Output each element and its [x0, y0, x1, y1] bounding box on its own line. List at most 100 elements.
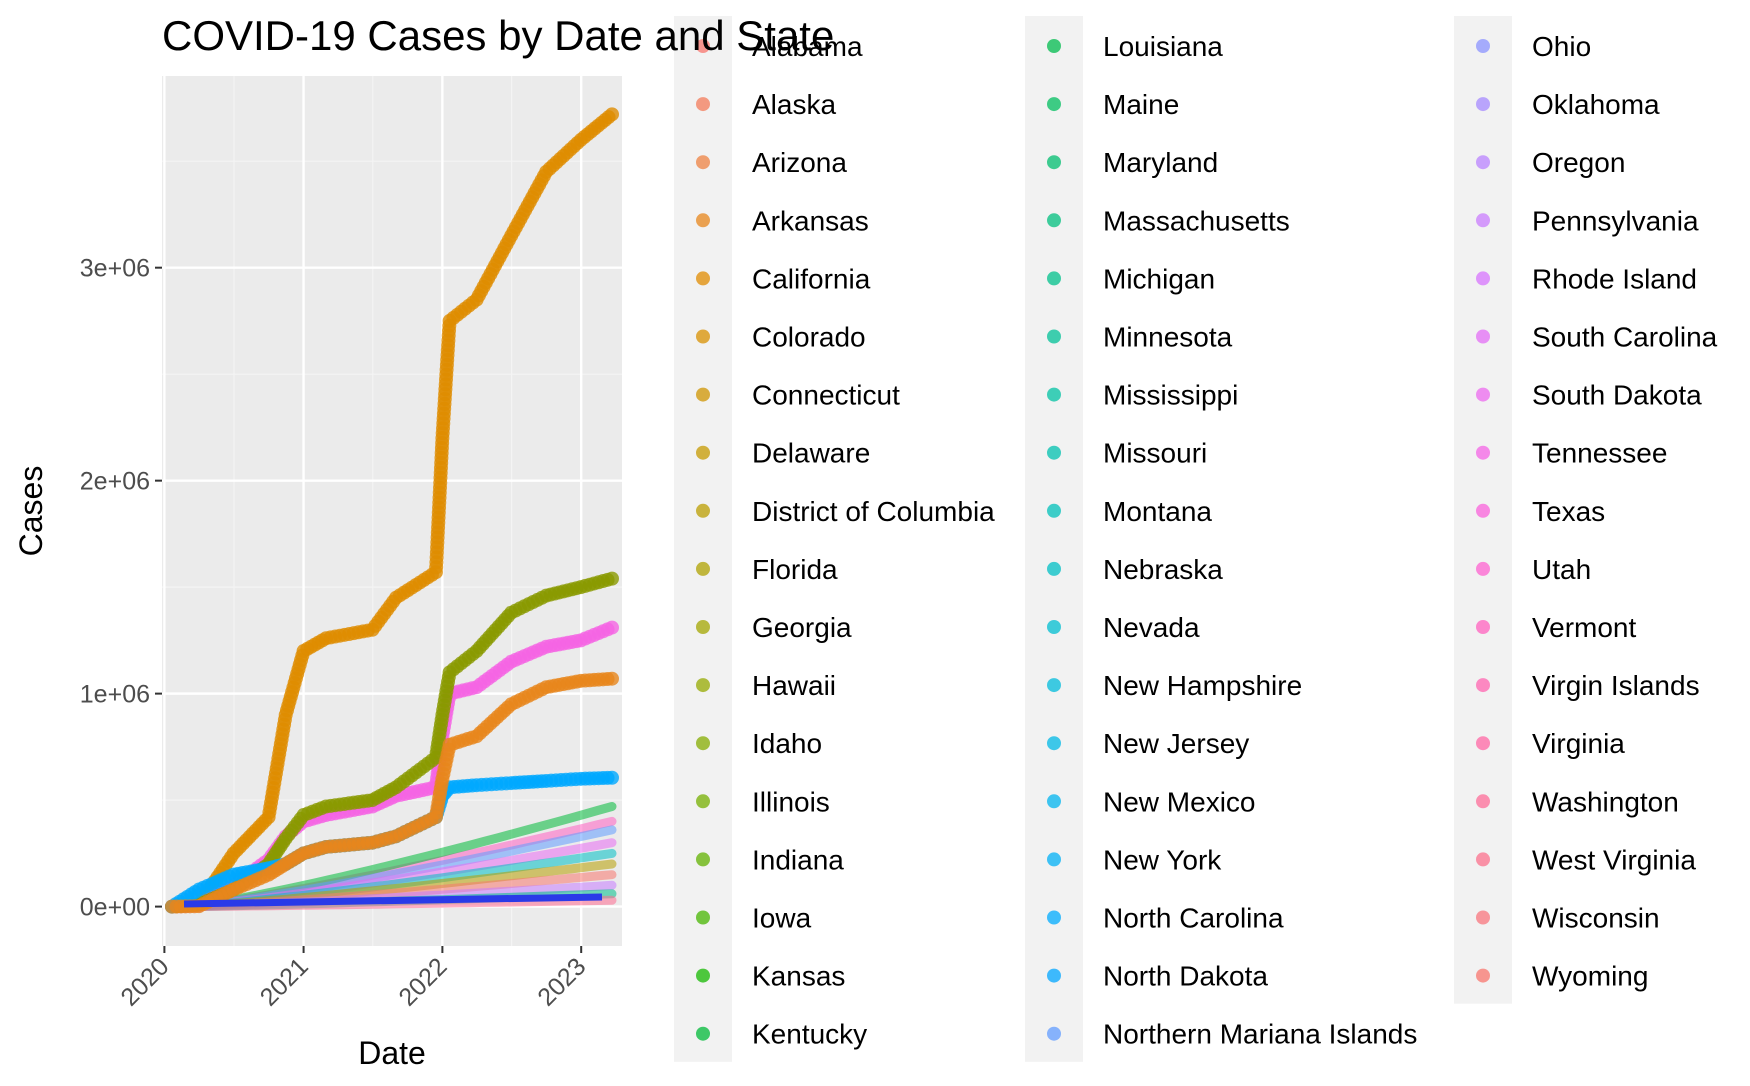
legend-label: Mississippi: [1103, 380, 1238, 411]
trend-line: [183, 893, 603, 908]
legend-key: [696, 39, 710, 53]
legend-key: [696, 329, 710, 344]
legend-label: Rhode Island: [1532, 263, 1697, 294]
legend-key: [1047, 794, 1061, 809]
chart-title: COVID-19 Cases by Date and State: [162, 12, 834, 59]
legend-key: [696, 445, 710, 460]
legend-label: Louisiana: [1103, 31, 1223, 62]
legend-key: [1047, 910, 1061, 925]
legend-key: [1047, 1026, 1061, 1041]
legend-key: [1047, 445, 1061, 460]
legend-label: Nebraska: [1103, 554, 1223, 585]
legend-label: Michigan: [1103, 263, 1215, 294]
legend-label: Kansas: [752, 961, 845, 992]
legend-label: Kentucky: [752, 1019, 867, 1050]
legend-label: New Hampshire: [1103, 670, 1302, 701]
legend-key: [1047, 155, 1061, 170]
legend-label: Delaware: [752, 438, 870, 469]
x-tick-label: 2021: [255, 952, 314, 1011]
legend-key: [696, 387, 710, 402]
legend-label: District of Columbia: [752, 496, 995, 527]
legend-label: New York: [1103, 844, 1222, 875]
legend-label: Nevada: [1103, 612, 1200, 643]
legend-label: Oregon: [1532, 147, 1625, 178]
legend-key: [1047, 329, 1061, 344]
legend-key: [696, 561, 710, 576]
legend-key: [1047, 503, 1061, 518]
legend-label: Vermont: [1532, 612, 1636, 643]
legend-key: [1476, 329, 1490, 344]
legend-key: [696, 852, 710, 867]
legend-key: [696, 97, 710, 112]
legend-label: Arkansas: [752, 205, 869, 236]
legend-label: Idaho: [752, 728, 822, 759]
legend-key: [696, 503, 710, 518]
legend-label: Arizona: [752, 147, 847, 178]
legend-key: [1476, 155, 1490, 170]
legend-key: [1047, 561, 1061, 576]
legend-key: [1047, 39, 1061, 53]
legend-key: [696, 678, 710, 693]
y-tick-label: 2e+06: [80, 468, 150, 496]
series-california: [165, 107, 619, 914]
y-tick-label: 0e+00: [80, 894, 150, 922]
data-point: [605, 620, 619, 635]
legend-label: Pennsylvania: [1532, 205, 1699, 236]
legend-label: Virginia: [1532, 728, 1625, 759]
legend-label: New Jersey: [1103, 728, 1249, 759]
legend-key: [696, 620, 710, 634]
legend-label: Washington: [1532, 786, 1679, 817]
legend-key: [1047, 678, 1061, 693]
legend-label: West Virginia: [1532, 844, 1696, 875]
legend-label: South Carolina: [1532, 322, 1718, 353]
legend-label: Alabama: [752, 31, 863, 62]
data-point: [605, 671, 619, 686]
legend-key: [1476, 503, 1490, 518]
legend-label: Virgin Islands: [1532, 670, 1700, 701]
legend-key: [1476, 387, 1490, 402]
legend-label: Missouri: [1103, 438, 1207, 469]
x-tick-label: 2022: [393, 952, 452, 1011]
legend-label: Massachusetts: [1103, 205, 1290, 236]
legend-key: [1047, 213, 1061, 228]
legend-label: North Carolina: [1103, 903, 1284, 934]
legend-key: [1476, 910, 1490, 925]
legend-label: Tennessee: [1532, 438, 1667, 469]
legend-key: [1476, 736, 1490, 751]
legend-key: [696, 968, 710, 983]
legend-label: Georgia: [752, 612, 852, 643]
legend-label: North Dakota: [1103, 961, 1268, 992]
legend-label: Ohio: [1532, 31, 1591, 62]
legend-label: New Mexico: [1103, 786, 1255, 817]
legend-label: Montana: [1103, 496, 1212, 527]
legend-key: [1476, 968, 1490, 983]
legend-key: [1476, 620, 1490, 634]
y-tick-label: 3e+06: [80, 255, 150, 283]
legend-key: [1476, 794, 1490, 809]
legend-label: Colorado: [752, 322, 866, 353]
legend-key: [1047, 852, 1061, 867]
plot-panel: [162, 76, 622, 946]
legend-key: [1476, 852, 1490, 867]
legend-key: [1047, 620, 1061, 634]
legend-key: [1047, 968, 1061, 983]
data-point: [605, 770, 619, 785]
legend-label: Alaska: [752, 89, 836, 120]
legend-key: [1047, 97, 1061, 112]
legend-key: [1476, 445, 1490, 460]
legend-key: [1047, 736, 1061, 751]
legend-label: Connecticut: [752, 380, 900, 411]
legend-label: Wyoming: [1532, 961, 1648, 992]
legend-label: Wisconsin: [1532, 903, 1660, 934]
legend-key: [696, 910, 710, 925]
legend: Alabama Alaska Arizona Arkansas California Co…: [674, 16, 1718, 1062]
legend-key: [696, 271, 710, 286]
legend-key: [1047, 271, 1061, 286]
legend-key: [696, 213, 710, 228]
y-axis-title: Cases: [13, 466, 49, 557]
legend-label: Minnesota: [1103, 322, 1233, 353]
legend-key-background: [674, 16, 732, 1062]
legend-key: [1476, 213, 1490, 228]
